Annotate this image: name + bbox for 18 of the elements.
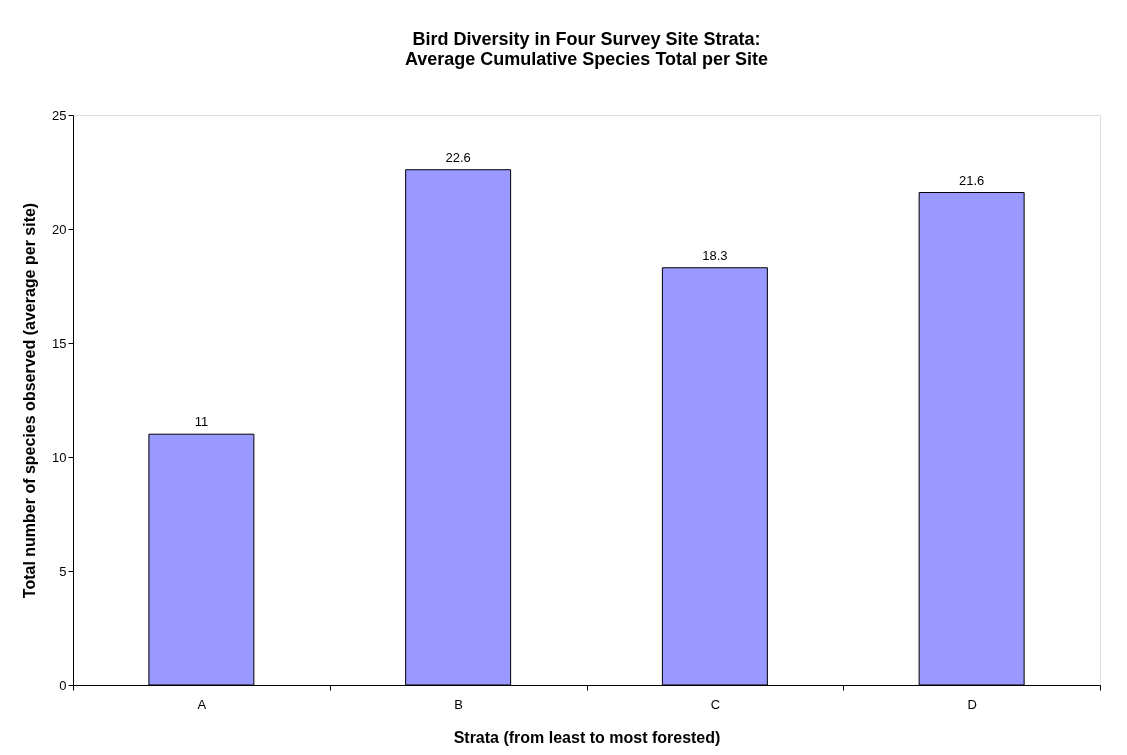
y-tick-label: 10 (52, 449, 67, 465)
x-axis-title: Strata (from least to most forested) (453, 728, 721, 746)
data-label: 22.6 (445, 149, 471, 165)
text: Average Cumulative Species Total per Site (404, 49, 769, 69)
y-tick-label: 20 (52, 221, 67, 237)
text: Bird Diversity in Four Survey Site Strata: (412, 29, 761, 49)
y-tick-label: 25 (52, 107, 67, 123)
x-tick-label: A (197, 696, 207, 712)
y-tick-label: 5 (59, 563, 67, 579)
data-label: 21.6 (958, 172, 985, 188)
data-label: 18.3 (702, 247, 728, 263)
x-tick-label: B (454, 696, 463, 712)
x-tick-label: D (967, 696, 977, 712)
y-tick-label: 0 (59, 677, 67, 693)
y-axis-title: Total number of species observed (average per site) (21, 202, 39, 599)
data-label: 11 (194, 414, 209, 430)
x-tick-label: C (710, 696, 721, 712)
y-tick-label: 15 (52, 335, 67, 351)
